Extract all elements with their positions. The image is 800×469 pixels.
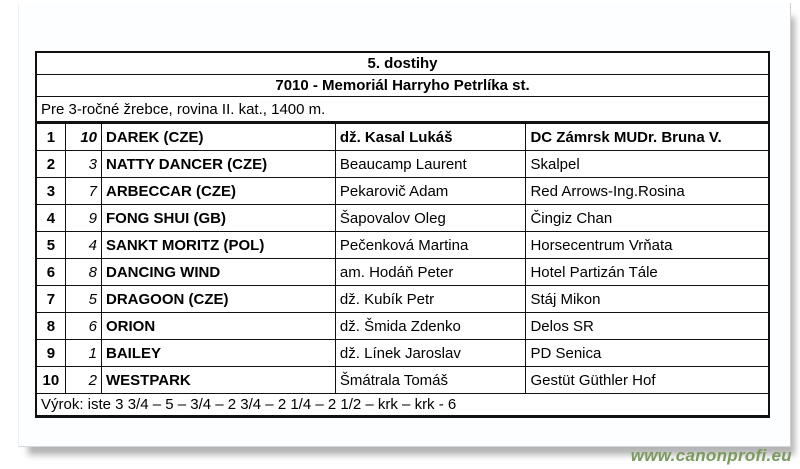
race-session-title: 5. dostihy (36, 51, 769, 75)
owner-cell: Red Arrows-Ing.Rosina (525, 177, 770, 205)
horse-cell: SANKT MORITZ (POL) (101, 231, 336, 259)
start-number-cell: 4 (64, 231, 103, 259)
start-number-cell: 8 (64, 258, 103, 286)
horse-cell: WESTPARK (101, 366, 336, 394)
start-number-cell: 7 (64, 177, 103, 205)
owner-cell: Delos SR (525, 312, 770, 340)
jockey-cell: dž. Šmida Zdenko (334, 312, 527, 340)
jockey-cell: Pečenková Martina (334, 231, 527, 259)
verdict-row: Výrok: iste 3 3/4 – 5 – 3/4 – 2 3/4 – 2 … (36, 393, 769, 417)
start-number-cell: 3 (64, 150, 103, 178)
verdict-text: Výrok: iste 3 3/4 – 5 – 3/4 – 2 3/4 – 2 … (36, 393, 769, 417)
owner-cell: DC Zámrsk MUDr. Bruna V. (525, 122, 770, 151)
jockey-cell: am. Hodáň Peter (334, 258, 527, 286)
jockey-cell: Šmátrala Tomáš (334, 366, 527, 394)
horse-cell: ORION (101, 312, 336, 340)
rank-cell: 6 (35, 258, 66, 286)
rank-cell: 9 (35, 339, 66, 367)
start-number-cell: 6 (64, 312, 103, 340)
result-row: 4 9 FONG SHUI (GB) Šapovalov Oleg Čingiz… (35, 204, 770, 232)
watermark-url: www.canonprofi.eu (630, 446, 792, 465)
owner-cell: Stáj Mikon (525, 285, 770, 313)
jockey-cell: Šapovalov Oleg (334, 204, 527, 232)
start-number-cell: 9 (64, 204, 103, 232)
race-results-table: 5. dostihy 7010 - Memoriál Harryho Petrl… (35, 51, 770, 418)
horse-cell: ARBECCAR (CZE) (101, 177, 336, 205)
jockey-cell: dž. Línek Jaroslav (334, 339, 527, 367)
race-session-row: 5. dostihy (36, 51, 769, 75)
rank-cell: 1 (35, 122, 66, 151)
race-conditions: Pre 3-ročné žrebce, rovina II. kat., 140… (36, 96, 769, 124)
horse-cell: BAILEY (101, 339, 336, 367)
result-row: 5 4 SANKT MORITZ (POL) Pečenková Martina… (35, 231, 770, 259)
horse-cell: DAREK (CZE) (101, 122, 336, 151)
rank-cell: 5 (35, 231, 66, 259)
race-conditions-row: Pre 3-ročné žrebce, rovina II. kat., 140… (36, 96, 769, 124)
rank-cell: 3 (35, 177, 66, 205)
rank-cell: 10 (35, 366, 66, 394)
race-title-row: 7010 - Memoriál Harryho Petrlíka st. (36, 74, 769, 97)
owner-cell: Čingiz Chan (525, 204, 770, 232)
jockey-cell: dž. Kasal Lukáš (334, 122, 527, 151)
horse-cell: FONG SHUI (GB) (101, 204, 336, 232)
owner-cell: Gestüt Güthler Hof (525, 366, 770, 394)
result-row: 2 3 NATTY DANCER (CZE) Beaucamp Laurent … (35, 150, 770, 178)
result-row: 8 6 ORION dž. Šmida Zdenko Delos SR (35, 312, 770, 340)
owner-cell: PD Senica (525, 339, 770, 367)
start-number-cell: 1 (64, 339, 103, 367)
result-row: 10 2 WESTPARK Šmátrala Tomáš Gestüt Güth… (35, 366, 770, 394)
rank-cell: 2 (35, 150, 66, 178)
race-title: 7010 - Memoriál Harryho Petrlíka st. (36, 74, 769, 97)
start-number-cell: 5 (64, 285, 103, 313)
rank-cell: 8 (35, 312, 66, 340)
start-number-cell: 2 (64, 366, 103, 394)
horse-cell: DANCING WIND (101, 258, 336, 286)
rank-cell: 4 (35, 204, 66, 232)
horse-cell: DRAGOON (CZE) (101, 285, 336, 313)
start-number-cell: 10 (64, 122, 103, 151)
result-row: 3 7 ARBECCAR (CZE) Pekarovič Adam Red Ar… (35, 177, 770, 205)
horse-cell: NATTY DANCER (CZE) (101, 150, 336, 178)
owner-cell: Hotel Partizán Tále (525, 258, 770, 286)
result-row: 9 1 BAILEY dž. Línek Jaroslav PD Senica (35, 339, 770, 367)
result-row: 6 8 DANCING WIND am. Hodáň Peter Hotel P… (35, 258, 770, 286)
jockey-cell: Beaucamp Laurent (334, 150, 527, 178)
result-row: 7 5 DRAGOON (CZE) dž. Kubík Petr Stáj Mi… (35, 285, 770, 313)
rank-cell: 7 (35, 285, 66, 313)
jockey-cell: Pekarovič Adam (334, 177, 527, 205)
owner-cell: Horsecentrum Vrňata (525, 231, 770, 259)
owner-cell: Skalpel (525, 150, 770, 178)
scanned-page: 5. dostihy 7010 - Memoriál Harryho Petrl… (18, 3, 791, 447)
jockey-cell: dž. Kubík Petr (334, 285, 527, 313)
result-row: 1 10 DAREK (CZE) dž. Kasal Lukáš DC Zámr… (35, 122, 770, 151)
